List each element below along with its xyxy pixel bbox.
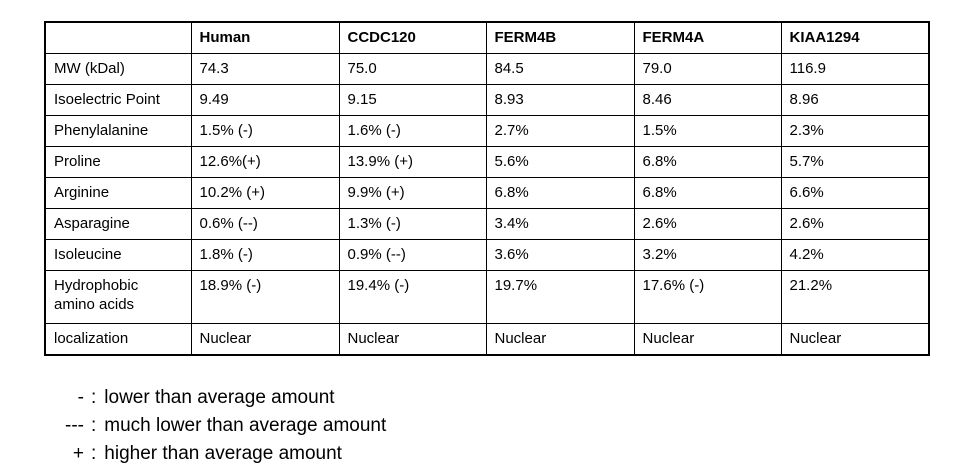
table-cell: 79.0 bbox=[633, 53, 782, 85]
table-cell: 4.2% bbox=[780, 239, 930, 271]
table-row: Asparagine 0.6% (--) 1.3% (-) 3.4% 2.6% 2.6% bbox=[44, 208, 930, 240]
legend-description: much lower than average amount bbox=[104, 415, 387, 436]
table-cell: 1.5% bbox=[633, 115, 782, 147]
column-header-ccdc120: CCDC120 bbox=[338, 21, 487, 54]
legend-symbol: + bbox=[72, 443, 84, 464]
table-cell: 2.6% bbox=[780, 208, 930, 240]
symbol-legend: -: lower than average amount ---: much lowe… bbox=[46, 384, 386, 468]
legend-symbol: --- bbox=[65, 415, 84, 436]
table-cell: 19.4% (-) bbox=[338, 270, 487, 324]
table-cell: 5.6% bbox=[485, 146, 635, 178]
table-cell: 1.5% (-) bbox=[190, 115, 340, 147]
table-cell: 8.93 bbox=[485, 84, 635, 116]
column-header-ferm4a: FERM4A bbox=[633, 21, 782, 54]
row-label: Arginine bbox=[44, 177, 192, 209]
table-cell: 2.6% bbox=[633, 208, 782, 240]
legend-separator: : bbox=[91, 443, 97, 464]
row-label: Asparagine bbox=[44, 208, 192, 240]
table-cell: 1.6% (-) bbox=[338, 115, 487, 147]
legend-symbol: - bbox=[77, 387, 84, 408]
table-row: Hydrophobic amino acids 18.9% (-) 19.4% (-… bbox=[44, 270, 930, 324]
table-cell: 0.9% (--) bbox=[338, 239, 487, 271]
table-cell: 13.9% (+) bbox=[338, 146, 487, 178]
table-row: localization Nuclear Nuclear Nuclear Nuclear… bbox=[44, 323, 930, 356]
table-cell: 8.46 bbox=[633, 84, 782, 116]
column-header-kiaa1294: KIAA1294 bbox=[780, 21, 930, 54]
table-cell: Nuclear bbox=[338, 323, 487, 356]
table-cell: 18.9% (-) bbox=[190, 270, 340, 324]
table-cell: 19.7% bbox=[485, 270, 635, 324]
column-header-human: Human bbox=[190, 21, 340, 54]
table-cell: 1.8% (-) bbox=[190, 239, 340, 271]
table-cell: 84.5 bbox=[485, 53, 635, 85]
table-cell: 2.3% bbox=[780, 115, 930, 147]
table-cell: 2.7% bbox=[485, 115, 635, 147]
protein-properties-table: Human CCDC120 FERM4B FERM4A KIAA1294 MW (kDa… bbox=[44, 21, 930, 356]
table-row: Arginine 10.2% (+) 9.9% (+) 6.8% 6.8% 6.6% bbox=[44, 177, 930, 209]
table-cell: 5.7% bbox=[780, 146, 930, 178]
table-cell: 9.15 bbox=[338, 84, 487, 116]
table-row: Isoelectric Point 9.49 9.15 8.93 8.46 8.96 bbox=[44, 84, 930, 116]
legend-separator: : bbox=[91, 415, 97, 436]
row-label: localization bbox=[44, 323, 192, 356]
row-label: Hydrophobic amino acids bbox=[44, 270, 192, 324]
legend-item: ---: much lower than average amount bbox=[46, 412, 386, 440]
legend-item: +: higher than average amount bbox=[46, 440, 386, 468]
table-cell: 9.9% (+) bbox=[338, 177, 487, 209]
row-label: Isoleucine bbox=[44, 239, 192, 271]
table-cell: Nuclear bbox=[780, 323, 930, 356]
table-cell: 6.6% bbox=[780, 177, 930, 209]
table-header-row: Human CCDC120 FERM4B FERM4A KIAA1294 bbox=[44, 21, 930, 54]
table-cell: 21.2% bbox=[780, 270, 930, 324]
row-label: Isoelectric Point bbox=[44, 84, 192, 116]
table-cell: 17.6% (-) bbox=[633, 270, 782, 324]
table-cell: 12.6%(+) bbox=[190, 146, 340, 178]
table-cell: 3.6% bbox=[485, 239, 635, 271]
table-cell: Nuclear bbox=[190, 323, 340, 356]
table-row: Isoleucine 1.8% (-) 0.9% (--) 3.6% 3.2% 4.2% bbox=[44, 239, 930, 271]
table-cell: 75.0 bbox=[338, 53, 487, 85]
table-cell: 6.8% bbox=[485, 177, 635, 209]
table-cell: Nuclear bbox=[485, 323, 635, 356]
table-row: MW (kDal) 74.3 75.0 84.5 79.0 116.9 bbox=[44, 53, 930, 85]
row-label: MW (kDal) bbox=[44, 53, 192, 85]
table-row: Phenylalanine 1.5% (-) 1.6% (-) 2.7% 1.5% 2.3… bbox=[44, 115, 930, 147]
table-cell: 9.49 bbox=[190, 84, 340, 116]
legend-description: lower than average amount bbox=[104, 387, 335, 408]
row-label: Phenylalanine bbox=[44, 115, 192, 147]
table-cell: 10.2% (+) bbox=[190, 177, 340, 209]
column-header-ferm4b: FERM4B bbox=[485, 21, 635, 54]
table-cell: 6.8% bbox=[633, 146, 782, 178]
table-cell: 3.4% bbox=[485, 208, 635, 240]
table-cell: 8.96 bbox=[780, 84, 930, 116]
table-row: Proline 12.6%(+) 13.9% (+) 5.6% 6.8% 5.7% bbox=[44, 146, 930, 178]
table-body: MW (kDal) 74.3 75.0 84.5 79.0 116.9 Isoelectri… bbox=[44, 53, 930, 356]
table-cell: 6.8% bbox=[633, 177, 782, 209]
table-cell: Nuclear bbox=[633, 323, 782, 356]
table-cell: 74.3 bbox=[190, 53, 340, 85]
table-cell: 116.9 bbox=[780, 53, 930, 85]
table-header: Human CCDC120 FERM4B FERM4A KIAA1294 bbox=[44, 21, 930, 54]
legend-separator: : bbox=[91, 387, 97, 408]
row-label: Proline bbox=[44, 146, 192, 178]
legend-description: higher than average amount bbox=[104, 443, 342, 464]
corner-header-cell bbox=[44, 21, 192, 54]
table-cell: 0.6% (--) bbox=[190, 208, 340, 240]
legend-item: -: lower than average amount bbox=[46, 384, 386, 412]
table-cell: 1.3% (-) bbox=[338, 208, 487, 240]
table-cell: 3.2% bbox=[633, 239, 782, 271]
